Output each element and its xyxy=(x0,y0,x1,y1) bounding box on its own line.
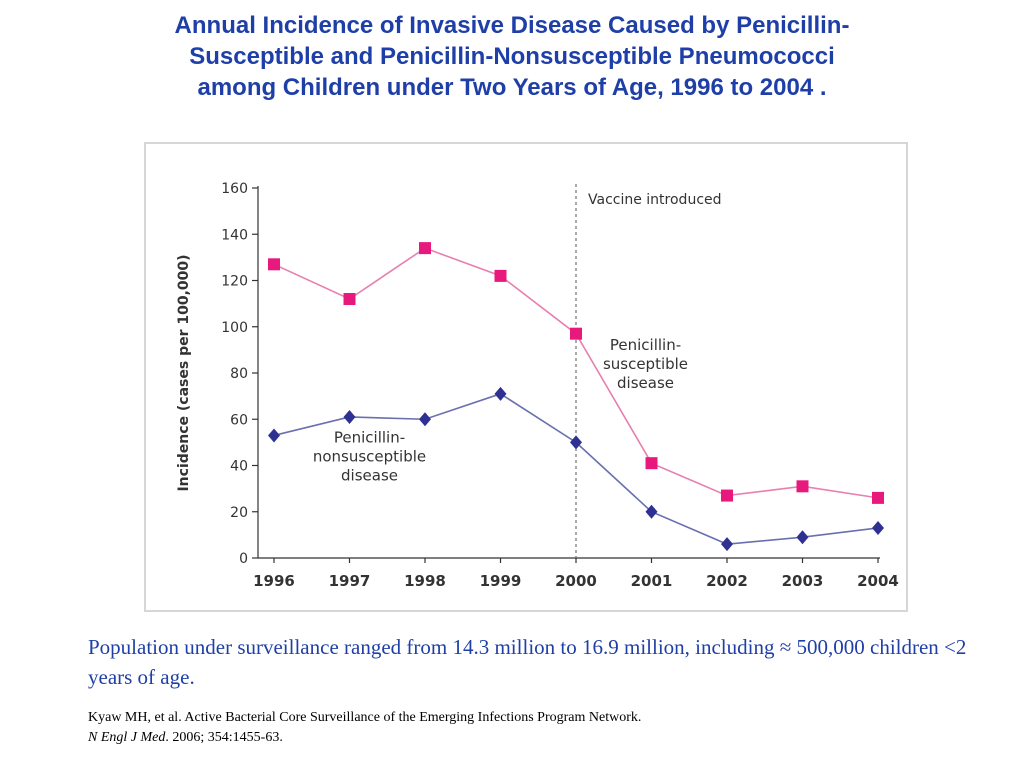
series-label: disease xyxy=(617,374,674,392)
susceptible-point xyxy=(721,489,733,502)
susceptible-point xyxy=(570,327,582,340)
nonsusceptible-point xyxy=(494,386,507,401)
x-tick-label: 2001 xyxy=(631,572,673,590)
y-tick-label: 20 xyxy=(230,505,248,521)
nonsusceptible-point xyxy=(645,504,658,519)
series-label: Penicillin- xyxy=(334,428,405,446)
nonsusceptible-point xyxy=(721,537,733,552)
x-tick-label: 2003 xyxy=(782,572,824,590)
surveillance-caption: Population under surveillance ranged fro… xyxy=(88,635,967,689)
series-label: susceptible xyxy=(603,355,688,373)
y-tick-label: 0 xyxy=(239,551,248,567)
series-label: Penicillin- xyxy=(610,336,681,354)
x-tick-label: 1999 xyxy=(480,572,522,590)
vaccine-annotation: Vaccine introduced xyxy=(588,192,722,208)
y-tick-label: 140 xyxy=(221,227,248,243)
nonsusceptible-point xyxy=(872,520,884,535)
susceptible-point xyxy=(268,258,280,271)
y-axis-label: Incidence (cases per 100,000) xyxy=(176,254,192,491)
slide-title: Annual Incidence of Invasive Disease Cau… xyxy=(60,10,964,103)
series-label: disease xyxy=(341,466,398,484)
title-line: Susceptible and Penicillin-Nonsusceptibl… xyxy=(189,43,835,70)
nonsusceptible-point xyxy=(796,530,809,545)
line-chart: 0 20 40 60 80 100 120 140 160 1996 1997 1998 1999 200… xyxy=(176,181,899,590)
citation-journal: N Engl J Med xyxy=(88,730,166,745)
susceptible-point xyxy=(872,491,884,504)
susceptible-point xyxy=(343,293,356,305)
x-tick-label: 2002 xyxy=(706,572,748,590)
nonsusceptible-point xyxy=(343,409,356,424)
citation-source: N Engl J Med. 2006; 354:1455-63. xyxy=(88,728,968,748)
citation-details: . 2006; 354:1455-63. xyxy=(165,730,283,745)
title-line: among Children under Two Years of Age, 1… xyxy=(197,74,827,101)
x-tick-label: 1998 xyxy=(404,572,446,590)
susceptible-point xyxy=(645,457,658,470)
citation-authors: Kyaw MH, et al. Active Bacterial Core Su… xyxy=(88,710,642,725)
y-tick-label: 120 xyxy=(221,274,248,290)
title-line: Annual Incidence of Invasive Disease Cau… xyxy=(174,12,850,39)
susceptible-point xyxy=(796,480,809,493)
susceptible-point xyxy=(494,269,507,282)
x-tick-label: 1997 xyxy=(329,572,371,590)
x-tick-label: 2004 xyxy=(857,572,899,590)
chart-frame: 0 20 40 60 80 100 120 140 160 1996 1997 1998 1999 200… xyxy=(144,142,908,612)
y-tick-label: 40 xyxy=(230,459,248,475)
x-tick-label: 2000 xyxy=(555,572,597,590)
citation: Kyaw MH, et al. Active Bacterial Core Su… xyxy=(88,708,968,748)
susceptible-point xyxy=(419,242,431,255)
y-tick-label: 100 xyxy=(221,320,248,336)
nonsusceptible-point xyxy=(268,428,280,443)
x-tick-label: 1996 xyxy=(253,572,295,590)
y-tick-label: 80 xyxy=(230,366,248,382)
y-tick-label: 160 xyxy=(221,181,248,197)
series-label: nonsusceptible xyxy=(313,447,426,465)
nonsusceptible-point xyxy=(570,435,582,450)
y-tick-label: 60 xyxy=(230,412,248,428)
nonsusceptible-point xyxy=(419,412,431,427)
